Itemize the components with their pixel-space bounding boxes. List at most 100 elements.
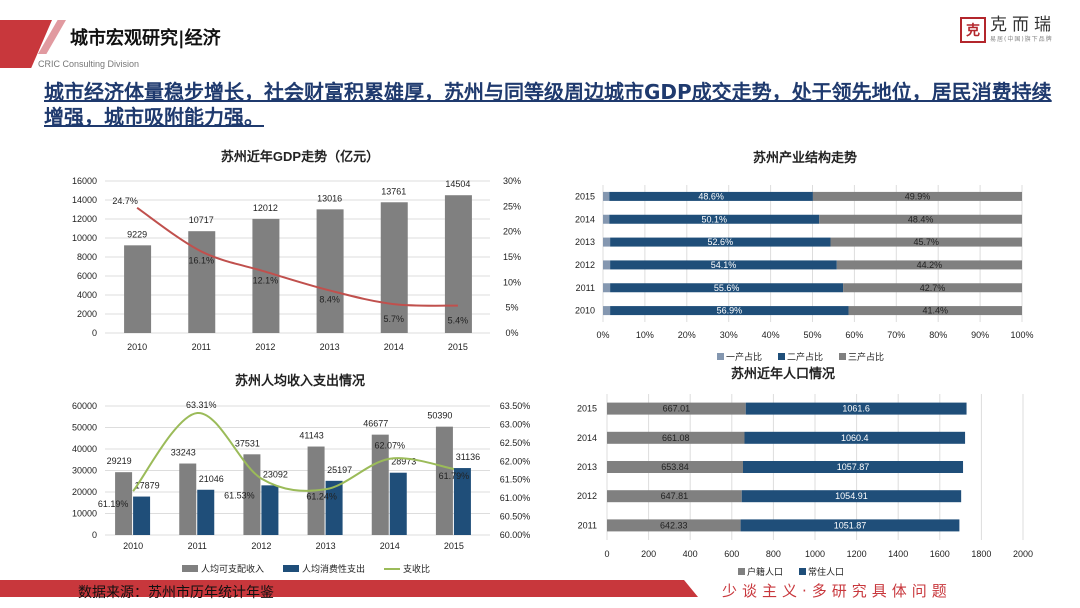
x-tick-label: 70% xyxy=(887,330,905,340)
bar-value-label: 50390 xyxy=(427,411,452,421)
line-value-label: 61.19% xyxy=(98,499,129,509)
logo: 克 克而瑞 易居(中国)旗下品牌 xyxy=(960,16,1056,43)
segment-value-label: 642.33 xyxy=(660,520,688,530)
industry-bar-segment xyxy=(610,260,837,270)
y-tick-label: 10000 xyxy=(72,509,97,519)
segment-value-label: 1051.87 xyxy=(834,520,867,530)
segment-value-label: 1054.91 xyxy=(835,491,868,501)
x-tick-label: 600 xyxy=(724,549,739,559)
x-tick-label: 60% xyxy=(845,330,863,340)
x-tick-label: 200 xyxy=(641,549,656,559)
y-tick-label: 16000 xyxy=(72,176,97,186)
population-bar-segment xyxy=(607,490,742,503)
segment-value-label: 661.08 xyxy=(662,433,690,443)
y-tick-label: 10000 xyxy=(72,233,97,243)
x-tick-label: 2015 xyxy=(444,541,464,551)
segment-value-label: 45.7% xyxy=(913,237,939,247)
y2-tick-label: 63.50% xyxy=(500,401,531,411)
legend-label: 人均可支配收入 xyxy=(201,563,264,574)
line-value-label: 5.7% xyxy=(383,314,404,324)
y-tick-label: 50000 xyxy=(72,423,97,433)
line-value-label: 61.79% xyxy=(439,471,470,481)
line-value-label: 24.7% xyxy=(112,196,138,206)
bar-value-label: 29219 xyxy=(107,456,132,466)
x-tick-label: 2000 xyxy=(1013,549,1033,559)
segment-value-label: 49.9% xyxy=(905,191,931,201)
x-tick-label: 0% xyxy=(596,330,609,340)
line-value-label: 63.31% xyxy=(186,400,217,410)
x-tick-label: 10% xyxy=(636,330,654,340)
industry-bar-segment xyxy=(843,283,1022,293)
segment-value-label: 42.7% xyxy=(920,283,946,293)
x-tick-label: 2014 xyxy=(380,541,400,551)
gdp-bar xyxy=(252,218,280,333)
y2-tick-label: 5% xyxy=(505,303,518,313)
segment-value-label: 44.2% xyxy=(917,260,943,270)
industry-bar-segment xyxy=(603,283,611,293)
y2-tick-label: 60.00% xyxy=(500,530,531,540)
industry-bar-segment xyxy=(609,191,813,201)
bar-value-label: 13761 xyxy=(381,186,406,196)
bar-value-label: 21046 xyxy=(199,474,224,484)
bar-value-label: 9229 xyxy=(127,229,147,239)
legend-label: 常住人口 xyxy=(808,566,844,577)
x-tick-label: 1400 xyxy=(888,549,908,559)
x-tick-label: 1000 xyxy=(805,549,825,559)
logo-tagline: 易居(中国)旗下品牌 xyxy=(990,36,1053,43)
line-value-label: 16.1% xyxy=(188,255,214,265)
expense-bar xyxy=(453,468,471,535)
industry-bar-segment xyxy=(603,306,611,316)
income-bar xyxy=(435,426,453,535)
legend-swatch-icon xyxy=(283,565,299,572)
y-tick-label: 30000 xyxy=(72,466,97,476)
expense-bar xyxy=(197,489,215,535)
y-tick-label: 2014 xyxy=(575,214,595,224)
bar-value-label: 17879 xyxy=(135,481,160,491)
legend-swatch-icon xyxy=(839,353,846,360)
population-bar-segment xyxy=(607,431,745,444)
x-tick-label: 100% xyxy=(1010,330,1033,340)
y-tick-label: 2011 xyxy=(576,283,595,293)
x-tick-label: 2011 xyxy=(188,541,207,551)
segment-value-label: 667.01 xyxy=(663,404,691,414)
x-tick-label: 2013 xyxy=(320,342,340,352)
gdp-bar xyxy=(188,231,216,333)
slogan: 少谈主义·多研究具体问题 xyxy=(722,582,952,600)
legend-swatch-icon xyxy=(799,568,806,575)
y-tick-label: 12000 xyxy=(72,214,97,224)
bar-value-label: 46677 xyxy=(363,419,388,429)
industry-bar-segment xyxy=(812,191,1022,201)
x-tick-label: 1800 xyxy=(971,549,991,559)
industry-bar-segment xyxy=(610,237,831,247)
y-tick-label: 20000 xyxy=(72,487,97,497)
y2-tick-label: 0% xyxy=(505,328,518,338)
legend-label: 三产占比 xyxy=(848,351,884,362)
y-tick-label: 2012 xyxy=(575,260,595,270)
x-tick-label: 2013 xyxy=(316,541,336,551)
bar-value-label: 12012 xyxy=(253,203,278,213)
line-value-label: 12.1% xyxy=(253,276,279,286)
y-tick-label: 2010 xyxy=(575,306,595,316)
x-tick-label: 90% xyxy=(971,330,989,340)
x-tick-label: 20% xyxy=(678,330,696,340)
industry-bar-segment xyxy=(603,191,610,201)
segment-value-label: 52.6% xyxy=(708,237,734,247)
industry-bar-segment xyxy=(603,237,611,247)
industry-bar-segment xyxy=(603,260,611,270)
x-tick-label: 2012 xyxy=(251,541,271,551)
x-tick-label: 1200 xyxy=(847,549,867,559)
population-bar-segment xyxy=(744,431,966,444)
industry-bar-segment xyxy=(848,306,1022,316)
bar-value-label: 31136 xyxy=(456,452,480,462)
segment-value-label: 41.4% xyxy=(923,306,949,316)
line-value-label: 61.53% xyxy=(224,491,255,501)
segment-value-label: 647.81 xyxy=(661,491,689,501)
segment-value-label: 48.6% xyxy=(698,191,724,201)
x-tick-label: 2011 xyxy=(192,342,211,352)
x-tick-label: 2012 xyxy=(255,342,275,352)
x-tick-label: 80% xyxy=(929,330,947,340)
y-tick-label: 8000 xyxy=(77,252,97,262)
x-tick-label: 1600 xyxy=(930,549,950,559)
legend-label: 户籍人口 xyxy=(747,566,783,577)
income-bar xyxy=(115,472,133,535)
